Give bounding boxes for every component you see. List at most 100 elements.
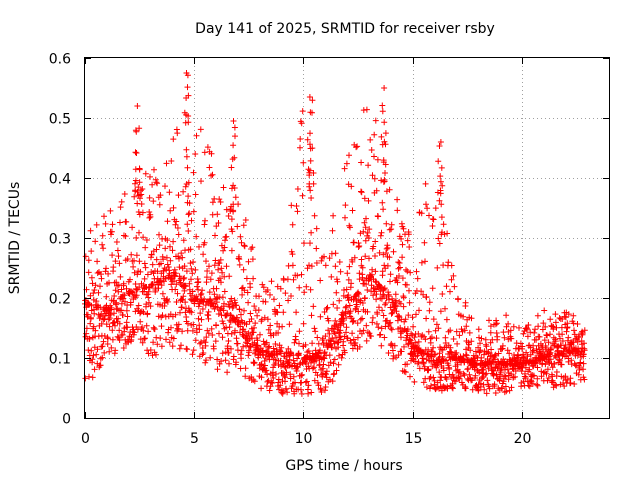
data-point <box>335 361 342 368</box>
data-point <box>453 349 460 356</box>
data-point <box>175 231 182 238</box>
data-point <box>372 253 378 259</box>
data-point <box>138 191 145 198</box>
data-point <box>105 270 112 277</box>
data-point <box>221 300 227 307</box>
data-point <box>561 313 568 320</box>
data-point <box>472 372 479 379</box>
data-point <box>437 173 444 180</box>
data-point <box>428 334 435 341</box>
data-point <box>232 133 238 140</box>
data-point <box>180 237 187 244</box>
data-point <box>118 307 125 314</box>
data-point <box>493 317 500 324</box>
data-point <box>307 130 313 137</box>
data-point <box>171 278 177 284</box>
data-point <box>274 309 281 316</box>
data-point <box>246 349 252 356</box>
data-point <box>486 317 492 324</box>
data-point <box>502 373 509 380</box>
data-point <box>136 125 143 132</box>
data-point <box>185 228 192 234</box>
data-point <box>482 371 489 378</box>
data-point <box>144 291 151 298</box>
data-point <box>301 240 307 247</box>
data-point <box>332 263 339 270</box>
data-point <box>109 327 116 334</box>
data-point <box>344 270 351 277</box>
data-point <box>401 343 407 350</box>
data-point <box>154 268 161 275</box>
data-point <box>580 360 587 367</box>
data-point <box>190 208 197 215</box>
data-point <box>229 156 236 163</box>
data-point <box>285 345 292 352</box>
data-point <box>567 380 574 386</box>
data-point <box>242 365 249 372</box>
data-point <box>535 323 542 330</box>
data-point <box>496 377 503 384</box>
data-point <box>168 324 174 331</box>
data-point <box>213 299 220 306</box>
data-point <box>252 320 259 327</box>
data-point <box>198 290 205 297</box>
data-point <box>462 351 469 358</box>
data-point <box>532 326 538 333</box>
data-point <box>394 279 401 286</box>
data-point <box>550 323 557 330</box>
data-point <box>224 310 231 317</box>
data-point <box>131 257 137 264</box>
data-point <box>406 336 413 343</box>
data-point <box>153 256 160 263</box>
data-point <box>414 275 421 282</box>
data-point <box>380 312 387 319</box>
data-point <box>209 211 216 218</box>
data-point <box>533 336 540 343</box>
data-point <box>264 371 271 378</box>
data-point <box>519 343 526 350</box>
data-point <box>498 365 505 371</box>
data-point <box>240 343 247 350</box>
data-point <box>208 172 215 179</box>
data-point <box>146 214 153 221</box>
data-point <box>251 324 257 331</box>
data-point <box>394 317 401 324</box>
data-point <box>224 343 231 350</box>
data-point <box>145 294 152 301</box>
data-point <box>400 303 407 310</box>
data-point <box>266 387 273 394</box>
data-point <box>291 339 298 346</box>
data-point <box>116 327 123 334</box>
data-point <box>290 276 297 283</box>
data-point <box>183 153 190 160</box>
data-point <box>172 221 179 228</box>
data-point <box>360 228 367 235</box>
data-point <box>136 211 143 218</box>
data-point <box>112 322 118 329</box>
data-point <box>228 216 235 223</box>
data-point <box>265 344 272 351</box>
data-point <box>192 337 199 344</box>
data-point <box>203 274 210 281</box>
data-point <box>195 315 202 322</box>
data-point <box>199 306 206 312</box>
data-point <box>153 351 159 358</box>
data-point <box>290 352 297 359</box>
data-point <box>182 183 189 190</box>
data-point <box>334 305 341 311</box>
data-point <box>180 275 187 282</box>
data-point <box>333 276 340 283</box>
data-point <box>383 245 390 252</box>
data-point <box>399 254 406 261</box>
data-point <box>308 195 315 201</box>
data-point <box>268 379 275 386</box>
data-point <box>540 369 547 376</box>
data-point <box>192 151 199 157</box>
data-point <box>201 221 208 228</box>
data-point <box>374 156 381 163</box>
data-point <box>415 330 422 337</box>
data-point <box>194 283 201 290</box>
data-point <box>371 175 378 182</box>
data-point <box>292 379 298 386</box>
data-point <box>144 310 151 317</box>
